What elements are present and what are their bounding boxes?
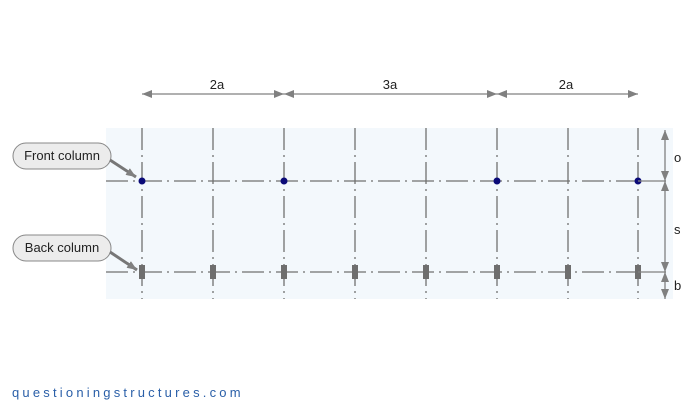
back-column-marker [281,265,287,279]
front-column-label: Front column [24,148,100,163]
columns [138,177,642,279]
front-column-marker [493,177,501,185]
front-column-callout: Front column [12,142,137,179]
site-footer: questioningstructures.com [12,385,244,400]
wall-panel [106,128,673,299]
dim-label-2a-right: 2a [559,77,574,92]
dim-label-s: s [674,222,681,237]
dim-label-2a-left: 2a [210,77,225,92]
back-column-marker [423,265,429,279]
back-column-marker [210,265,216,279]
back-column-marker [139,265,145,279]
dim-label-b: b [674,278,681,293]
front-column-marker [138,177,146,185]
back-column-marker [565,265,571,279]
dim-label-3a: 3a [383,77,398,92]
right-dimensions [638,130,669,299]
back-column-callout: Back column [12,234,138,272]
dim-label-o: o [674,150,681,165]
back-column-label: Back column [25,240,99,255]
back-column-marker [494,265,500,279]
front-column-marker [280,177,288,185]
back-column-marker [352,265,358,279]
